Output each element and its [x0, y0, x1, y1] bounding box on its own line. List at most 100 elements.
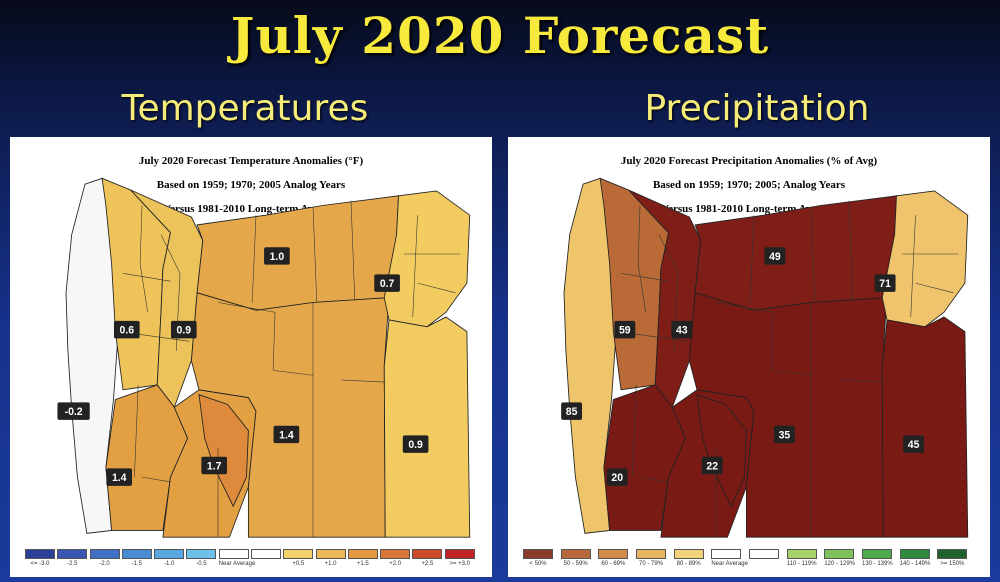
legend-swatch [523, 549, 553, 559]
county-boundary [251, 215, 257, 303]
county-boundary [412, 215, 418, 318]
svg-text:43: 43 [676, 324, 688, 336]
legend-label: +0.5 [292, 561, 305, 567]
svg-text:49: 49 [769, 251, 781, 263]
legend-swatch [347, 549, 378, 559]
legend-label: 110 - 119% [786, 561, 817, 567]
svg-text:59: 59 [619, 324, 631, 336]
county-boundary [417, 282, 456, 294]
precipitation-oregon-map: 85 59 43 20 22 49 35 71 45 [561, 177, 969, 538]
region-klamath [198, 394, 249, 508]
legend-label: 130 - 139% [862, 561, 893, 567]
county-boundary [715, 302, 812, 376]
county-boundary [848, 200, 854, 301]
county-boundary [134, 384, 139, 478]
legend-label: < 50% [529, 561, 547, 567]
region-central-desert [688, 292, 888, 538]
county-boundary [632, 384, 637, 478]
region-central-desert [190, 292, 390, 538]
value-label-central-south: 22 [701, 456, 723, 475]
legend-swatch [636, 549, 666, 559]
legend-label: -2.5 [67, 561, 78, 567]
legend-swatch [711, 549, 742, 559]
county-boundary [620, 273, 669, 282]
precipitation-legend: < 50% 50 - 59% 60 - 69% 70 - 79% 80 - 89% Nea… [508, 549, 990, 575]
county-boundary [915, 282, 954, 294]
county-boundary [749, 215, 755, 303]
legend-label: 60 - 69% [601, 561, 626, 567]
legend-label: -2.0 [99, 561, 110, 567]
svg-text:0.7: 0.7 [380, 278, 395, 290]
legend-label: >= +3.0 [449, 561, 470, 567]
value-label-north-central: 1.0 [264, 247, 290, 265]
legend-label: 120 - 129% [824, 561, 856, 567]
legend-label: -1.5 [131, 561, 143, 567]
svg-text:35: 35 [779, 429, 791, 441]
county-boundary [122, 273, 171, 282]
county-boundary [217, 302, 314, 376]
legend-label: <= -3.0 [30, 561, 50, 567]
svg-text:85: 85 [566, 406, 578, 418]
temperature-map-panel: July 2020 Forecast Temperature Anomalies… [10, 137, 492, 577]
value-label-sw-interior: 1.4 [106, 468, 133, 486]
value-label-coast: -0.2 [57, 402, 90, 420]
legend-swatch [251, 549, 281, 559]
value-label-north-central: 49 [764, 247, 786, 265]
legend-swatch [598, 549, 629, 559]
region-se [383, 316, 471, 538]
legend-swatch [673, 549, 704, 559]
legend-label: +1.5 [356, 561, 369, 567]
svg-text:0.6: 0.6 [120, 324, 135, 336]
value-label-ne: 0.7 [374, 274, 400, 292]
precipitation-map-panel: July 2020 Forecast Precipitation Anomali… [508, 137, 990, 577]
value-label-nw-valley: 59 [614, 320, 636, 339]
legend-swatch [560, 549, 591, 559]
county-boundary [910, 215, 916, 318]
legend-label: -1.0 [163, 561, 175, 567]
region-se [881, 316, 969, 538]
value-label-sw-interior: 20 [606, 468, 628, 486]
legend-swatch [283, 549, 314, 559]
legend-label: +2.0 [389, 561, 402, 567]
county-boundary [637, 205, 646, 313]
value-label-central-desert: 1.4 [273, 425, 300, 444]
svg-text:0.9: 0.9 [177, 324, 192, 336]
value-label-ne: 71 [874, 274, 896, 292]
temperature-oregon-map: -0.2 0.6 0.9 1.4 1.7 1.0 1.4 0.7 0.9 [57, 177, 471, 538]
svg-text:20: 20 [611, 472, 623, 484]
svg-text:22: 22 [706, 460, 718, 472]
legend-swatch [786, 549, 817, 559]
legend-swatch [57, 549, 88, 559]
legend-swatch [862, 549, 892, 559]
value-label-se: 45 [903, 435, 925, 453]
county-boundary [341, 379, 386, 383]
value-label-willamette: 43 [671, 320, 693, 339]
legend-label: +1.0 [324, 561, 337, 567]
svg-text:1.0: 1.0 [270, 251, 285, 263]
legend-swatch [444, 549, 475, 559]
legend-label: +2.5 [421, 561, 434, 567]
legend-swatch [154, 549, 185, 559]
legend-swatch [315, 549, 346, 559]
legend-swatch [218, 549, 249, 559]
svg-text:1.7: 1.7 [207, 460, 222, 472]
region-north-central [694, 195, 897, 311]
legend-swatch [824, 549, 855, 559]
svg-text:1.4: 1.4 [112, 472, 127, 484]
svg-text:71: 71 [879, 278, 891, 290]
precipitation-heading: Precipitation [644, 88, 870, 129]
legend-label: -0.5 [196, 561, 207, 567]
region-ne [881, 190, 969, 328]
value-label-central-south: 1.7 [201, 456, 228, 475]
county-boundary [350, 200, 356, 301]
legend-swatch [25, 549, 55, 559]
legend-label: 140 - 149% [899, 561, 931, 567]
svg-text:-0.2: -0.2 [65, 406, 83, 418]
legend-label: Near Average [218, 561, 256, 567]
county-boundary [810, 207, 816, 303]
region-ne [383, 190, 471, 328]
legend-swatch [899, 549, 930, 559]
map-title-line: July 2020 Forecast Temperature Anomalies… [138, 155, 364, 167]
temperatures-heading: Temperatures [121, 88, 369, 129]
region-klamath [696, 394, 747, 508]
